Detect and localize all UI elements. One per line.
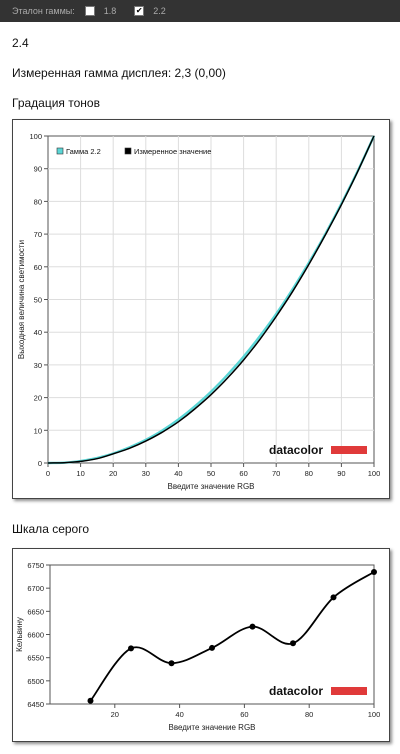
x-tick-label: 100 (368, 710, 381, 719)
data-point (128, 645, 134, 652)
y-tick-label: 70 (34, 230, 42, 239)
grayscale-chart: 20 40 60 80 100 6450 6500 6550 6600 6650 6700 6750 В… (15, 561, 381, 732)
datacolor-logo: datacolor (269, 684, 323, 698)
legend-swatch-1 (56, 147, 64, 155)
checkbox-1-8[interactable] (84, 6, 95, 16)
legend-label-2: Измеренное значение (134, 147, 211, 156)
gamma-reference-label: Эталон гаммы: (12, 6, 75, 16)
y-tick-label: 0 (38, 459, 42, 468)
data-point (249, 623, 256, 630)
measured-gamma-text: Измеренная гамма дисплея: 2,3 (0,00) (12, 66, 226, 80)
datacolor-logo-bar (331, 687, 367, 695)
x-tick-label: 80 (305, 710, 313, 719)
option-label-1-8: 1.8 (103, 6, 117, 16)
data-point (371, 568, 377, 575)
y-tick-label: 50 (34, 296, 42, 305)
y-tick-label: 6600 (27, 631, 44, 640)
y-tick-label: 6700 (27, 584, 44, 593)
data-point (290, 640, 296, 647)
data-point (330, 594, 337, 601)
x-tick-label: 20 (109, 469, 117, 478)
y-tick-label: 6450 (27, 700, 44, 709)
series-line-2 (47, 135, 375, 464)
tone-chart-panel: 0 10 20 30 40 50 60 70 80 90 100 0 10 20 30 40 50 60 70 80 9… (12, 119, 390, 499)
option-label-2-2: 2.2 (153, 6, 166, 16)
y-axis-label: Кельвину (15, 617, 24, 652)
datacolor-logo: datacolor (269, 443, 323, 457)
y-tick-label: 90 (34, 165, 42, 174)
tone-gradation-title: Градация тонов (12, 96, 100, 110)
x-axis-label: Введите значение RGB (168, 723, 255, 732)
x-tick-label: 20 (111, 710, 119, 719)
x-tick-label: 10 (76, 469, 84, 478)
checkmark-icon: ✔ (135, 6, 143, 15)
x-tick-label: 40 (174, 469, 182, 478)
plot-area-border (49, 564, 375, 705)
x-tick-label: 100 (368, 469, 381, 478)
x-tick-label: 60 (239, 469, 247, 478)
grayscale-title: Шкала серого (12, 522, 90, 536)
x-tick-label: 90 (337, 469, 345, 478)
y-tick-label: 6500 (27, 677, 44, 686)
datacolor-logo-bar (331, 446, 367, 454)
y-tick-label: 20 (34, 394, 42, 403)
gamma-option-2-2[interactable]: ✔ 2.2 (130, 6, 180, 16)
gamma-reference-bar: Эталон гаммы: 1.8 ✔ 2.2 (0, 0, 400, 22)
y-tick-label: 6750 (27, 561, 44, 570)
legend-label-1: Гамма 2.2 (66, 147, 101, 156)
x-tick-label: 70 (272, 469, 280, 478)
grayscale-chart-panel: 20 40 60 80 100 6450 6500 6550 6600 6650 6700 6750 В… (12, 548, 390, 742)
y-tick-label: 10 (34, 426, 42, 435)
x-tick-label: 60 (240, 710, 248, 719)
x-tick-label: 0 (46, 469, 50, 478)
y-tick-label: 30 (34, 361, 42, 370)
data-point (209, 644, 215, 651)
tone-gradation-chart: 0 10 20 30 40 50 60 70 80 90 100 0 10 20 30 40 50 60 70 80 9… (17, 132, 381, 491)
x-tick-label: 40 (175, 710, 183, 719)
y-tick-label: 6650 (27, 607, 44, 616)
series-line-1 (89, 571, 375, 702)
gamma-option-1-8[interactable]: 1.8 (81, 6, 131, 16)
data-point (168, 660, 175, 667)
gamma-value-text: 2.4 (12, 36, 29, 50)
y-axis-label: Выходная величина светимости (17, 240, 26, 359)
y-tick-label: 6550 (27, 654, 44, 663)
y-tick-label: 60 (34, 263, 42, 272)
x-axis-label: Введите значение RGB (167, 482, 254, 491)
checkbox-2-2[interactable]: ✔ (134, 6, 145, 16)
x-tick-label: 30 (142, 469, 150, 478)
y-tick-label: 80 (34, 197, 42, 206)
data-point (87, 697, 94, 704)
x-tick-label: 80 (305, 469, 313, 478)
y-tick-label: 100 (29, 132, 42, 141)
legend-swatch-2 (124, 147, 132, 155)
x-tick-label: 50 (207, 469, 215, 478)
y-tick-label: 40 (34, 328, 42, 337)
